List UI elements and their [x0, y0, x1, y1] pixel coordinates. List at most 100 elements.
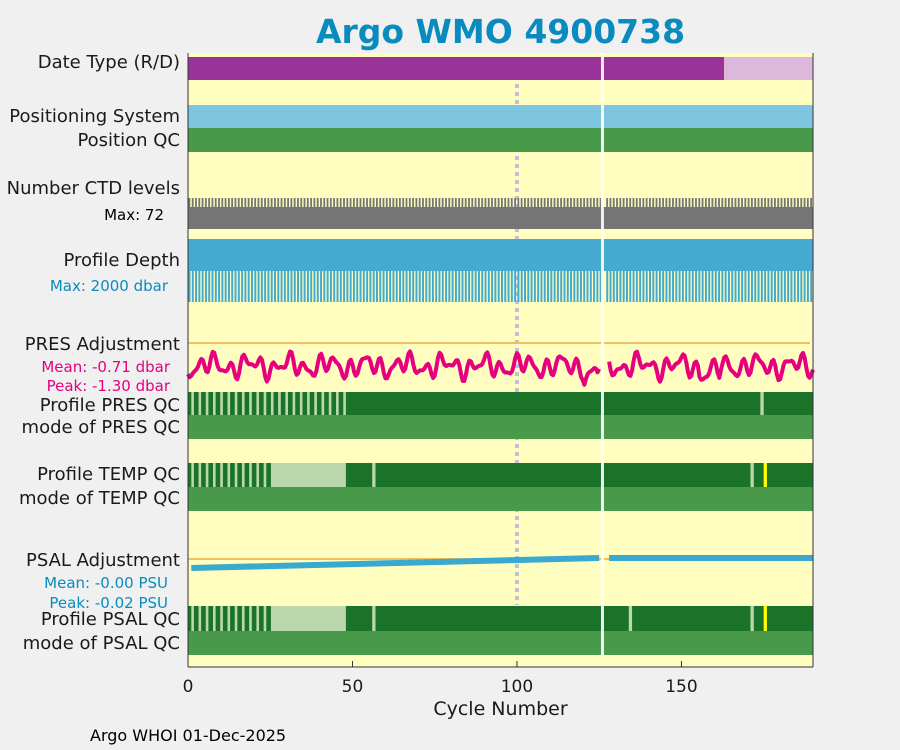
ctd-level-spike [274, 198, 276, 208]
profile-depth-bar [359, 271, 362, 302]
profile-depth-bar [221, 271, 224, 302]
profile-depth-bar [797, 271, 800, 302]
profile-psal-qc-stripe [191, 606, 194, 631]
profile-depth-bar [718, 271, 721, 302]
profile-depth-bar [372, 271, 375, 302]
profile-depth-bar [583, 271, 586, 302]
profile-temp-qc-stripe [234, 463, 238, 487]
ctd-level-spike [438, 198, 441, 208]
row-label-position-qc: Position QC [77, 130, 180, 151]
profile-depth-bar [780, 271, 783, 302]
profile-depth-bar [382, 271, 385, 302]
ctd-level-spike [412, 198, 414, 208]
mode-psal-qc-bar [188, 631, 813, 655]
profile-depth-bar [461, 271, 464, 302]
ctd-level-spike [780, 198, 783, 208]
profile-depth-bar [652, 271, 655, 302]
ctd-level-spike [714, 198, 717, 208]
ctd-level-spike [642, 198, 645, 208]
profile-psal-qc-partial [273, 606, 346, 631]
profile-depth-bar [257, 271, 260, 302]
profile-depth-bar [445, 271, 448, 302]
profile-depth-bar [422, 271, 425, 302]
profile-depth-bar [379, 271, 382, 302]
profile-depth-bar [606, 271, 609, 302]
row-label-psal-adjustment: PSAL Adjustment [25, 550, 180, 571]
profile-depth-bar [218, 271, 221, 302]
ctd-level-spike [760, 198, 763, 208]
profile-depth-bar [530, 271, 533, 302]
ctd-level-spike [389, 198, 391, 208]
ctd-level-spike [609, 198, 612, 208]
ctd-level-spike [783, 198, 786, 208]
profile-pres-qc-stripe [760, 392, 764, 415]
profile-depth-bar [698, 271, 701, 302]
profile-depth-bar [484, 271, 487, 302]
profile-depth-bar [250, 271, 253, 302]
profile-depth-bar [757, 271, 760, 302]
ctd-level-spike [445, 198, 447, 208]
profile-depth-bar [214, 271, 217, 302]
ctd-level-spike [254, 198, 257, 208]
pres-adjustment-line [186, 349, 601, 387]
ctd-level-spike [241, 198, 243, 208]
profile-depth-bar [803, 271, 806, 302]
profile-depth-bar [494, 271, 497, 302]
profile-depth-bar [491, 271, 494, 302]
ctd-level-spike [425, 198, 428, 208]
profile-depth-bar [573, 271, 576, 302]
ctd-level-spike [681, 198, 684, 208]
ctd-level-spike [514, 198, 516, 208]
ctd-level-spike [583, 198, 586, 208]
profile-depth-bar [412, 271, 415, 302]
ctd-level-spike [662, 198, 664, 208]
profile-pres-qc-stripe [285, 392, 288, 415]
profile-depth-bar [237, 271, 240, 302]
profile-pres-qc-stripe [270, 392, 274, 415]
ctd-level-spike [599, 198, 602, 208]
profile-depth-bar [375, 271, 378, 302]
profile-psal-qc-stripe [270, 606, 274, 631]
profile-depth-bar [326, 271, 329, 302]
ctd-level-spike [629, 198, 632, 208]
profile-depth-bar [405, 271, 408, 302]
profile-depth-bar [195, 271, 198, 302]
profile-pres-qc-stripe [205, 392, 209, 415]
ctd-level-spike [454, 198, 457, 208]
ctd-level-spike [635, 198, 638, 208]
ctd-level-spike [267, 198, 270, 208]
profile-depth-bar [639, 271, 642, 302]
ctd-level-spike [793, 198, 796, 208]
ctd-level-spike [527, 198, 530, 208]
profile-pres-qc-stripe [256, 392, 260, 415]
ctd-level-spike [704, 198, 707, 208]
profile-depth-bar [793, 271, 796, 302]
profile-depth-bar [504, 271, 507, 302]
profile-depth-bar [366, 271, 369, 302]
ctd-level-spike [280, 198, 283, 208]
profile-depth-bar [260, 271, 263, 302]
profile-depth-bar [593, 271, 596, 302]
ctd-level-spike [770, 198, 773, 208]
profile-depth-bar [231, 271, 234, 302]
ctd-level-spike [806, 198, 809, 208]
profile-depth-bar [471, 271, 474, 302]
ctd-level-spike [458, 198, 461, 208]
ctd-level-spike [320, 198, 322, 208]
profile-depth-bar [431, 271, 434, 302]
profile-depth-bar [247, 271, 250, 302]
ctd-level-spike [507, 198, 510, 208]
profile-depth-bar [612, 271, 615, 302]
profile-depth-bar [678, 271, 681, 302]
ctd-level-spike [352, 198, 355, 208]
profile-temp-qc-stripe [198, 463, 202, 487]
ctd-level-spike [395, 198, 398, 208]
row-label-profile-psal-qc: Profile PSAL QC [40, 609, 180, 630]
profile-depth-bar [754, 271, 757, 302]
profile-depth-bar [303, 271, 306, 302]
psal-mean-note: Mean: -0.00 PSU [44, 574, 168, 592]
ctd-level-spike [754, 198, 757, 208]
profile-depth-bar [550, 271, 553, 302]
profile-pres-qc-stripe [213, 392, 216, 415]
profile-depth-bar [704, 271, 707, 302]
